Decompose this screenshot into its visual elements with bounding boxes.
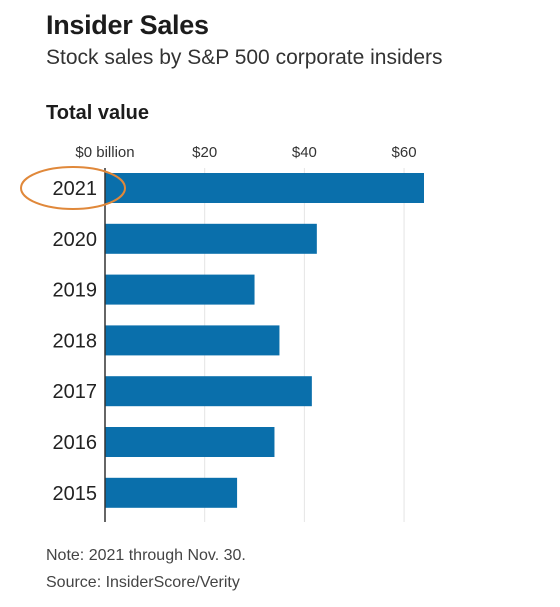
- bar-2021: [105, 173, 424, 203]
- bar-2020: [105, 223, 317, 254]
- bars: [105, 173, 424, 508]
- category-label: 2015: [53, 483, 98, 505]
- category-label: 2020: [53, 229, 98, 251]
- category-labels: 2021 2020 2019 2018 2017 2016 2015: [53, 178, 98, 505]
- x-tick-label: $40: [292, 144, 317, 161]
- chart-source: Source: InsiderScore/Verity: [46, 574, 240, 591]
- x-tick-label: $60: [392, 144, 417, 161]
- value-axis-label: Total value: [46, 102, 149, 124]
- chart-title: Insider Sales: [46, 10, 209, 40]
- highlight-circle: [20, 166, 126, 210]
- bar-2019: [105, 274, 255, 305]
- x-tick-label: $0 billion: [75, 144, 134, 161]
- chart-subtitle: Stock sales by S&P 500 corporate insider…: [46, 46, 443, 69]
- category-label: 2019: [53, 280, 98, 302]
- bar-2015: [105, 477, 238, 508]
- category-label: 2018: [53, 330, 98, 352]
- bar-chart: $0 billion $20 $40 $60 2021 2020 2019 2018 2017…: [20, 144, 424, 522]
- bar-2017: [105, 376, 312, 407]
- bar-2018: [105, 325, 280, 356]
- bar-2016: [105, 427, 275, 457]
- category-label: 2017: [53, 381, 98, 403]
- chart-note: Note: 2021 through Nov. 30.: [46, 547, 246, 564]
- x-tick-labels: $0 billion $20 $40 $60: [75, 144, 416, 161]
- category-label: 2016: [53, 432, 98, 454]
- category-label: 2021: [53, 178, 98, 200]
- x-tick-label: $20: [192, 144, 217, 161]
